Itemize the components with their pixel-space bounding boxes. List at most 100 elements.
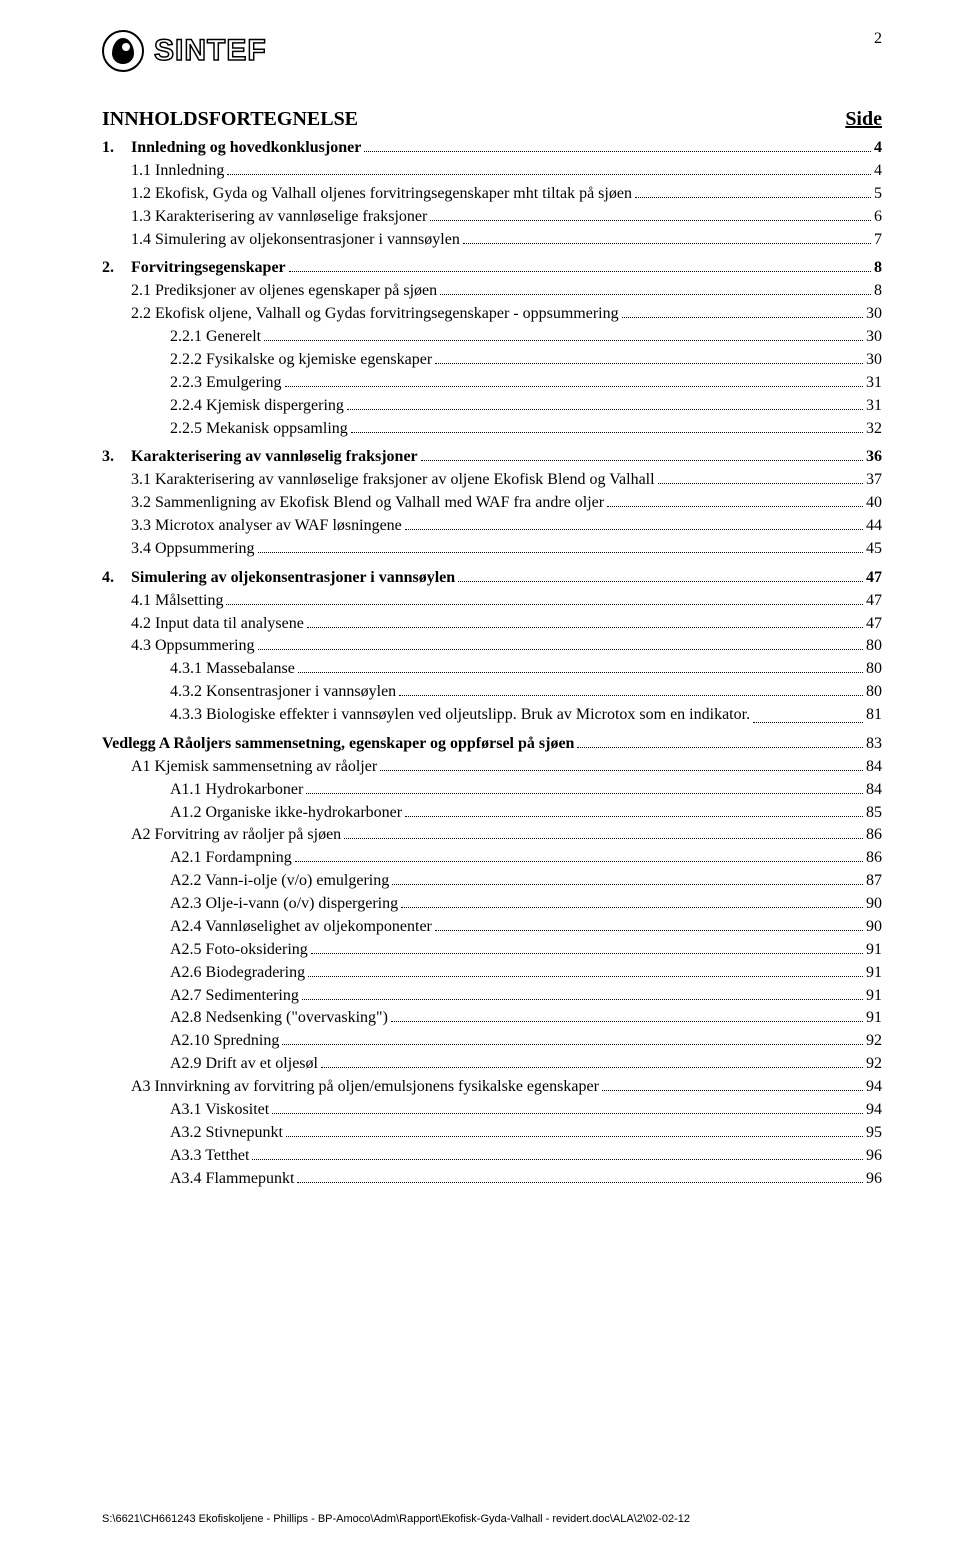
toc-label: A2.3 Olje-i-vann (o/v) dispergering bbox=[102, 893, 398, 916]
toc-entry: 1.3 Karakterisering av vannløselige frak… bbox=[102, 206, 882, 229]
toc-entry: A3.2 Stivnepunkt 95 bbox=[102, 1122, 882, 1145]
toc-entry: A3.4 Flammepunkt 96 bbox=[102, 1168, 882, 1191]
toc-dots bbox=[351, 432, 863, 433]
toc-entry: 1.4 Simulering av oljekonsentrasjoner i … bbox=[102, 229, 882, 252]
toc-label: 2.2.2 Fysikalske og kjemiske egenskaper bbox=[102, 349, 432, 372]
toc-entry: A2.9 Drift av et oljesøl92 bbox=[102, 1053, 882, 1076]
toc-page: 8 bbox=[874, 257, 882, 280]
toc-entry: Vedlegg A Råoljers sammensetning, egensk… bbox=[102, 733, 882, 756]
toc-entry: 3.4 Oppsummering45 bbox=[102, 538, 882, 561]
toc-label: 3.1 Karakterisering av vannløselige frak… bbox=[102, 469, 655, 492]
toc-entry: A2.6 Biodegradering91 bbox=[102, 962, 882, 985]
toc-label: 4.Simulering av oljekonsentrasjoner i va… bbox=[102, 567, 455, 590]
toc-label: A2.10 Spredning bbox=[102, 1030, 279, 1053]
toc-label: A1 Kjemisk sammensetning av råoljer bbox=[102, 756, 377, 779]
toc-page: 83 bbox=[866, 733, 882, 756]
toc-label: 1.1 Innledning bbox=[102, 160, 224, 183]
toc-page: 47 bbox=[866, 613, 882, 636]
toc-entry: 2.2 Ekofisk oljene, Valhall og Gydas for… bbox=[102, 303, 882, 326]
toc-label: 4.3 Oppsummering bbox=[102, 635, 255, 658]
toc-entry: 2.2.2 Fysikalske og kjemiske egenskaper3… bbox=[102, 349, 882, 372]
toc-dots bbox=[391, 1021, 863, 1022]
toc-entry: A2.4 Vannløselighet av oljekomponenter90 bbox=[102, 916, 882, 939]
toc-label: A2.6 Biodegradering bbox=[102, 962, 305, 985]
toc-page: 95 bbox=[866, 1122, 882, 1145]
toc-label: A2.2 Vann-i-olje (v/o) emulgering bbox=[102, 870, 389, 893]
toc-dots bbox=[364, 151, 871, 152]
toc-page: 84 bbox=[866, 756, 882, 779]
toc-entry: A2.1 Fordampning86 bbox=[102, 847, 882, 870]
logo-header: SINTEF bbox=[102, 30, 882, 72]
toc-page: 81 bbox=[866, 704, 882, 727]
toc-page: 87 bbox=[866, 870, 882, 893]
toc-page: 4 bbox=[874, 160, 882, 183]
toc-text: Innledning og hovedkonklusjoner bbox=[131, 139, 361, 156]
toc-entry: A2 Forvitring av råoljer på sjøen86 bbox=[102, 824, 882, 847]
toc-page: 90 bbox=[866, 916, 882, 939]
toc-dots bbox=[321, 1067, 863, 1068]
toc-entry: 4.3.1 Massebalanse80 bbox=[102, 658, 882, 681]
toc-section: 1.Innledning og hovedkonklusjoner41.1 In… bbox=[102, 137, 882, 251]
toc-dots bbox=[252, 1159, 863, 1160]
toc-label: 2.1 Prediksjoner av oljenes egenskaper p… bbox=[102, 280, 437, 303]
toc-label: A3.1 Viskositet bbox=[102, 1099, 269, 1122]
toc-page: 47 bbox=[866, 567, 882, 590]
toc-entry: A1.1 Hydrokarboner84 bbox=[102, 779, 882, 802]
toc-entry: A3.1 Viskositet94 bbox=[102, 1099, 882, 1122]
toc-dots bbox=[306, 793, 863, 794]
toc-entry: A2.8 Nedsenking ("overvasking")91 bbox=[102, 1007, 882, 1030]
toc-entry: A3.3 Tetthet96 bbox=[102, 1145, 882, 1168]
toc-dots bbox=[458, 581, 863, 582]
toc-entry: 3.2 Sammenligning av Ekofisk Blend og Va… bbox=[102, 492, 882, 515]
toc-page: 37 bbox=[866, 469, 882, 492]
toc-label: A3.4 Flammepunkt bbox=[102, 1168, 294, 1191]
toc-page: 5 bbox=[874, 183, 882, 206]
toc-dots bbox=[607, 506, 863, 507]
toc-dots bbox=[421, 460, 863, 461]
toc-entry: 2.1 Prediksjoner av oljenes egenskaper p… bbox=[102, 280, 882, 303]
toc-dots bbox=[298, 672, 863, 673]
toc-dots bbox=[463, 243, 871, 244]
toc-dots bbox=[380, 770, 863, 771]
toc-label: 4.3.2 Konsentrasjoner i vannsøylen bbox=[102, 681, 396, 704]
toc-dots bbox=[308, 976, 863, 977]
toc-page: 96 bbox=[866, 1168, 882, 1191]
toc-dots bbox=[392, 884, 863, 885]
toc-page: 4 bbox=[874, 137, 882, 160]
toc-dots bbox=[399, 695, 863, 696]
toc-label: A3.2 Stivnepunkt bbox=[102, 1122, 283, 1145]
toc-label: 4.3.1 Massebalanse bbox=[102, 658, 295, 681]
toc-label: 4.1 Målsetting bbox=[102, 590, 223, 613]
toc-label: A1.1 Hydrokarboner bbox=[102, 779, 303, 802]
toc-label: A2.5 Foto-oksidering bbox=[102, 939, 308, 962]
toc-page: 40 bbox=[866, 492, 882, 515]
title-row: INNHOLDSFORTEGNELSE Side bbox=[102, 108, 882, 131]
toc-label: 1.4 Simulering av oljekonsentrasjoner i … bbox=[102, 229, 460, 252]
toc-section: 4.Simulering av oljekonsentrasjoner i va… bbox=[102, 567, 882, 727]
logo-text: SINTEF bbox=[154, 34, 267, 68]
toc-page: 8 bbox=[874, 280, 882, 303]
toc-page: 80 bbox=[866, 635, 882, 658]
toc-dots bbox=[405, 816, 863, 817]
toc-label: A2.7 Sedimentering bbox=[102, 985, 299, 1008]
toc-page: 94 bbox=[866, 1076, 882, 1099]
toc-page: 45 bbox=[866, 538, 882, 561]
toc-label: 1.3 Karakterisering av vannløselige frak… bbox=[102, 206, 427, 229]
toc-label: 2.2.3 Emulgering bbox=[102, 372, 282, 395]
toc-dots bbox=[577, 747, 863, 748]
toc-page: 30 bbox=[866, 303, 882, 326]
toc-entry: 4.2 Input data til analysene47 bbox=[102, 613, 882, 636]
toc-text: Karakterisering av vannløselig fraksjone… bbox=[131, 448, 418, 465]
toc-entry: 4.1 Målsetting47 bbox=[102, 590, 882, 613]
toc-entry: 4.3.3 Biologiske effekter i vannsøylen v… bbox=[102, 704, 882, 727]
page-number: 2 bbox=[874, 30, 882, 48]
toc-dots bbox=[285, 386, 863, 387]
toc-label: 1.2 Ekofisk, Gyda og Valhall oljenes for… bbox=[102, 183, 632, 206]
toc-dots bbox=[622, 317, 863, 318]
toc-entry: A1 Kjemisk sammensetning av råoljer 84 bbox=[102, 756, 882, 779]
toc-page: 85 bbox=[866, 802, 882, 825]
toc-dots bbox=[258, 552, 863, 553]
toc-number: 4. bbox=[102, 567, 131, 590]
toc-dots bbox=[264, 340, 863, 341]
toc-dots bbox=[295, 861, 863, 862]
